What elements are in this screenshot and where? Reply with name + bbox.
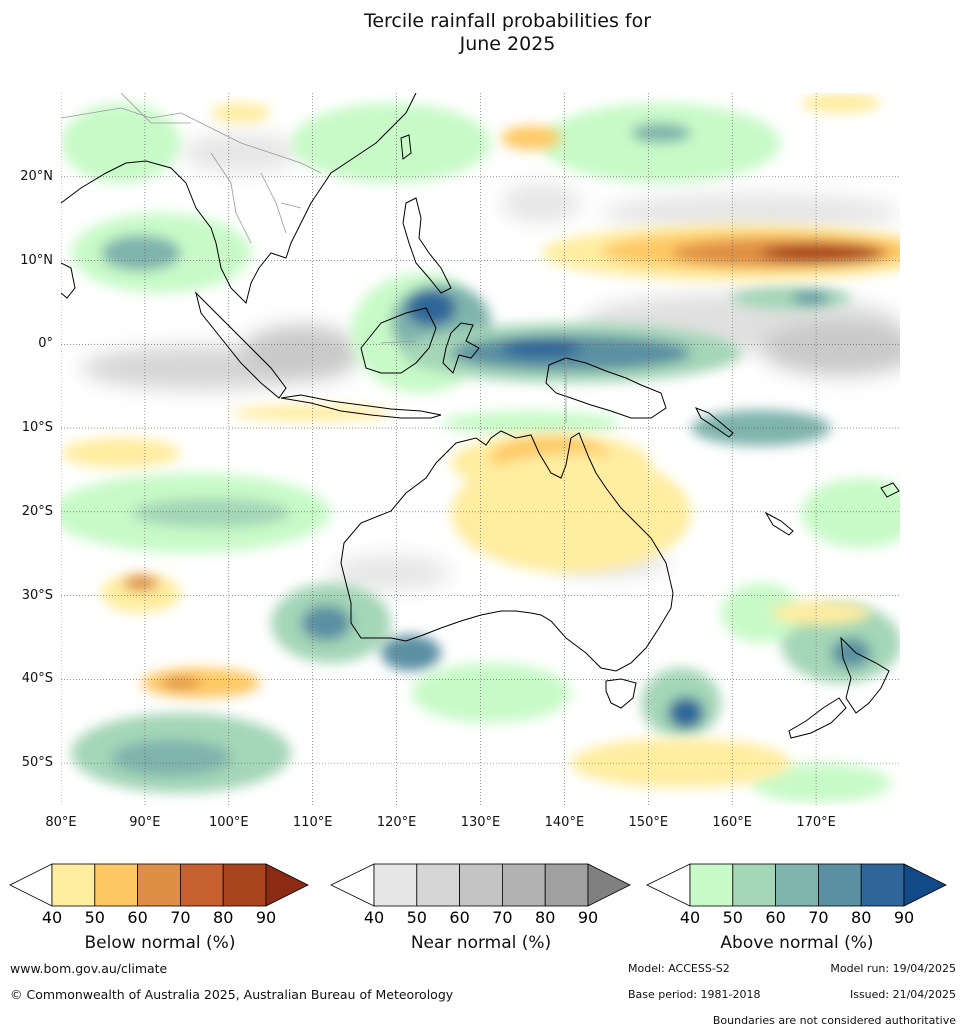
colorbar-segment [544,863,589,907]
coastlines [61,93,900,739]
taiwan-coast [400,134,412,160]
lat-label: 20°S [21,503,53,519]
map-area [61,93,900,805]
chart-title: Tercile rainfall probabilities for June … [0,10,965,56]
colorbar-segment [732,863,776,907]
colorbar-tick-label: 60 [449,908,469,927]
colorbar-tick-label: 80 [851,908,871,927]
gridlines [61,93,900,805]
colorbar-over-triangle [903,863,947,907]
lon-label: 90°E [129,815,161,830]
new-caledonia-coast [764,511,794,536]
new-guinea-coast [545,357,667,419]
lon-label: 170°E [796,815,836,830]
colorbar-tick-label: 60 [765,908,785,927]
philippines-coast [402,197,452,294]
nz-north-coast [840,636,890,714]
base-period: Base period: 1981-2018 [628,988,761,1001]
above-normal-areas [61,103,900,803]
australia-coast [340,430,674,672]
sumatra-coast [195,291,287,399]
issued-date: Issued: 21/04/2025 [849,988,956,1001]
fiji-coast [880,482,900,498]
near-normal-title: Near normal (%) [410,933,552,953]
above-normal-title: Above normal (%) [720,933,874,953]
solomon-coast [694,407,734,438]
lon-label: 130°E [460,815,501,830]
colorbar-segment [416,863,460,907]
sri-lanka-coast [61,262,76,299]
probability-field [61,93,900,803]
colorbar-under-triangle [9,863,53,907]
colorbar-over-triangle [265,863,309,907]
colorbar-segment [373,863,418,907]
country-borders [61,93,567,423]
colorbar-tick-label: 50 [85,908,105,927]
title-line-1: Tercile rainfall probabilities for [363,10,652,32]
lon-label: 100°E [209,815,249,830]
lon-label: 150°E [628,815,669,830]
colorbar-segment [137,863,181,907]
colorbar-tick-label: 90 [578,908,598,927]
below-normal-title: Below normal (%) [84,933,236,953]
lat-label: 40°S [21,671,53,687]
colorbar-segment [501,863,546,907]
colorbar-tick-label: 50 [407,908,427,927]
colorbar-segment [94,863,139,907]
borneo-coast [360,307,437,374]
colorbar-0: 40 50 60 70 80 90 [9,863,309,927]
lon-label: 140°E [544,815,585,830]
colorbar-segment [818,863,862,907]
java-coast [280,394,442,419]
colorbar-segment [51,863,96,907]
lat-label: 0° [38,336,53,352]
model-run: Model run: 19/04/2025 [830,962,956,975]
colorbar-tick-label: 40 [42,908,62,927]
bom-url: www.bom.gov.au/climate [10,961,168,976]
colorbar-tick-label: 70 [170,908,190,927]
tasmania-coast [605,678,637,709]
lon-label: 160°E [712,815,752,830]
forecast-map [61,93,900,805]
lat-label: 50°S [21,755,53,771]
colorbar-tick-label: 40 [364,908,384,927]
colorbar-under-triangle [646,863,691,907]
colorbar-segment [222,863,267,907]
colorbar-segment [459,863,503,907]
colorbar-tick-label: 70 [492,908,512,927]
lon-label: 110°E [292,815,333,830]
below-normal-areas [61,93,900,788]
copyright: © Commonwealth of Australia 2025, Austra… [10,987,454,1002]
colorbar-2: 40 50 60 70 80 90 [646,863,947,927]
colorbar-tick-label: 80 [213,908,233,927]
colorbar-under-triangle [330,863,375,907]
sulawesi-coast [442,322,480,374]
colorbar-segment [689,863,734,907]
colorbar-segment [179,863,224,907]
colorbar-over-triangle [587,863,631,907]
asia-mainland-coast [61,93,417,304]
title-line-2: June 2025 [459,33,556,55]
lat-label: 20°N [20,168,53,184]
nz-south-coast [788,697,847,739]
colorbar-tick-label: 40 [680,908,700,927]
colorbars: 40 50 60 70 80 90 40 50 60 70 80 90 40 50 60 70 80 90 [9,863,947,927]
lat-label: 10°S [21,420,53,436]
colorbar-tick-label: 90 [256,908,276,927]
colorbar-segment [775,863,819,907]
lat-label: 30°S [21,587,53,603]
colorbar-tick-label: 80 [535,908,555,927]
colorbar-tick-label: 70 [808,908,828,927]
boundaries-disclaimer: Boundaries are not considered authoritat… [712,1014,956,1027]
model-name: Model: ACCESS-S2 [628,962,730,975]
colorbar-1: 40 50 60 70 80 90 [330,863,631,927]
colorbar-tick-label: 60 [127,908,147,927]
colorbar-tick-label: 90 [894,908,914,927]
lon-label: 80°E [45,815,77,830]
lon-label: 120°E [376,815,417,830]
colorbar-tick-label: 50 [723,908,743,927]
lat-label: 10°N [20,252,53,268]
colorbar-segment [860,863,905,907]
